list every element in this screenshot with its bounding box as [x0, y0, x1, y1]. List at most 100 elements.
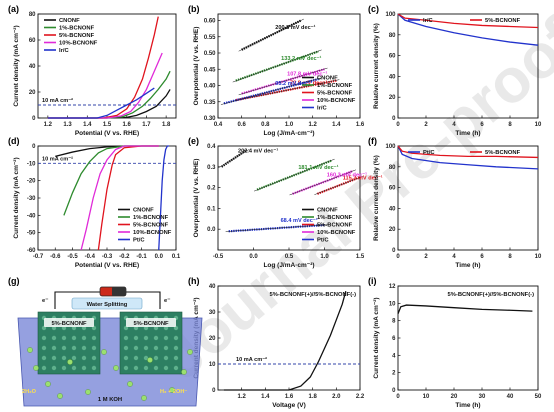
x-axis-label: Voltage (V): [272, 402, 305, 409]
x-tick-label: 4: [452, 254, 456, 260]
x-tick-label: 2.2: [356, 394, 365, 400]
legend-label: Pt/C: [133, 238, 145, 244]
y-tick-label: 0: [32, 116, 36, 122]
legend-label: Pt/C: [317, 238, 329, 244]
x-tick-label: 10: [535, 254, 542, 260]
y-tick-label: 0.55: [204, 35, 216, 41]
pore: [133, 365, 139, 371]
x-axis-label: Log (J/mA·cm⁻²): [263, 262, 314, 269]
y-tick-label: 12: [389, 284, 396, 290]
pore: [163, 335, 169, 341]
x-tick-label: -0.7: [33, 254, 44, 260]
x-tick-label: 20: [451, 394, 458, 400]
reaction-left-label: 2H₂O: [22, 389, 37, 395]
legend-label: Ir/C: [59, 48, 69, 54]
y-tick-label: 10: [209, 362, 216, 368]
tafel-slope-label: 107.8 mV dec⁻¹: [287, 70, 327, 77]
y-tick-label: 0.0: [207, 227, 216, 233]
pore: [71, 345, 77, 351]
tafel-slope-label: 133.2 mV dec⁻¹: [281, 55, 321, 62]
legend-label: 5%-BCNONF: [317, 223, 353, 229]
watermark: Journal Pre-proof: [148, 6, 554, 393]
x-tick-label: 8: [508, 122, 512, 128]
y-tick-label: 0: [392, 248, 396, 254]
x-axis-label: Log (J/mA·cm⁻²): [263, 130, 314, 137]
x-tick-label: 0.5: [285, 254, 294, 260]
legend-label: 1%-BCNONF: [133, 215, 169, 221]
x-tick-label: 1.2: [44, 122, 53, 128]
y-tick-label: -10: [27, 161, 36, 167]
gas-bubble: [187, 349, 193, 355]
wire-right: [126, 291, 161, 309]
x-tick-label: 1.0: [320, 254, 329, 260]
panel-label-c: (c): [368, 4, 379, 14]
y-tick-label: 8: [392, 319, 396, 325]
y-tick-label: 80: [389, 165, 396, 171]
x-tick-label: 1.8: [162, 122, 171, 128]
pore: [163, 355, 169, 361]
pore: [51, 335, 57, 341]
panel-a: (a) 1.2 1.3 1.4 1.5 1.6 1.7 1.8 0 20 40 60 80 Potenti…: [8, 4, 177, 137]
x-tick-label: -0.5: [213, 254, 224, 260]
y-tick-label: -30: [27, 196, 36, 202]
panel-d: (d) -0.7 -0.6 -0.5 -0.4 -0.3 -0.2 -0.1 0.0 0.1 -60…: [8, 136, 181, 269]
x-tick-label: 0.1: [172, 254, 181, 260]
legend-label: 10%-BCNONF: [317, 98, 356, 104]
legend-label: 5%-BCNONF: [485, 18, 521, 24]
series-line-1bcnonf: [63, 145, 159, 216]
title-box: [71, 297, 143, 310]
y-tick-label: 2: [392, 371, 396, 377]
pore: [51, 365, 57, 371]
series-line-cnonf: [55, 145, 159, 158]
y-tick-label: 0.40: [204, 84, 216, 90]
legend-label: CNONF: [317, 208, 338, 214]
x-tick-label: 1.2: [308, 122, 317, 128]
tafel-slope-label: 181.1 mV dec⁻¹: [298, 164, 338, 171]
legend-label: 1%-BCNONF: [317, 215, 353, 221]
y-axis-label: Overpotential (V vs. RHE): [193, 159, 200, 238]
x-tick-label: -0.1: [136, 254, 147, 260]
x-tick-label: 2: [424, 254, 428, 260]
y-tick-label: 0.60: [204, 19, 216, 25]
legend-label: 10%-BCNONF: [133, 230, 172, 236]
legend-label: 1%-BCNONF: [317, 83, 353, 89]
series-line-5bcnonf: [47, 16, 159, 119]
panel-label-a: (a): [8, 4, 19, 14]
series-line-data: [223, 291, 347, 391]
pore: [71, 335, 77, 341]
pore: [41, 335, 47, 341]
pore: [61, 355, 67, 361]
y-tick-label: 10: [389, 301, 396, 307]
pore: [133, 345, 139, 351]
pore: [91, 355, 97, 361]
panel-e: (e) -0.5 0.0 0.5 1.0 1.5 0.0 0.1 0.2 0.3 0.4 Log (J…: [188, 136, 383, 269]
electrode-label-box: [126, 318, 176, 327]
y-tick-label: 0: [212, 388, 216, 394]
y-tick-label: 100: [385, 12, 396, 18]
y-tick-label: 4: [392, 353, 396, 359]
y-tick-label: 0.1: [207, 206, 216, 212]
x-tick-label: 6: [480, 122, 484, 128]
y-tick-label: 0.45: [204, 67, 216, 73]
y-tick-label: 0: [392, 388, 396, 394]
y-tick-label: 0: [32, 144, 36, 150]
pore: [91, 365, 97, 371]
fit-line: [238, 18, 304, 52]
tafel-slope-label: 72.8 mV dec⁻¹: [290, 79, 327, 86]
x-tick-label: 50: [535, 394, 542, 400]
x-axis-label: Time (h): [455, 130, 480, 137]
pore: [163, 365, 169, 371]
gas-bubble: [33, 365, 39, 371]
x-tick-label: 6: [480, 254, 484, 260]
x-tick-label: 10: [535, 122, 542, 128]
pore: [143, 355, 149, 361]
fit-line: [253, 158, 335, 192]
x-tick-label: 1.6: [285, 394, 294, 400]
pore: [133, 355, 139, 361]
legend-label: 1%-BCNONF: [59, 26, 95, 32]
schematic-g: (g) Water Splitting e⁻ e⁻ 5%-BCNONF 5%-BCNONF…: [8, 276, 203, 407]
gas-bubble: [101, 349, 107, 355]
reference-line-label: 10 mA cm⁻²: [236, 356, 267, 363]
x-tick-label: 8: [508, 254, 512, 260]
